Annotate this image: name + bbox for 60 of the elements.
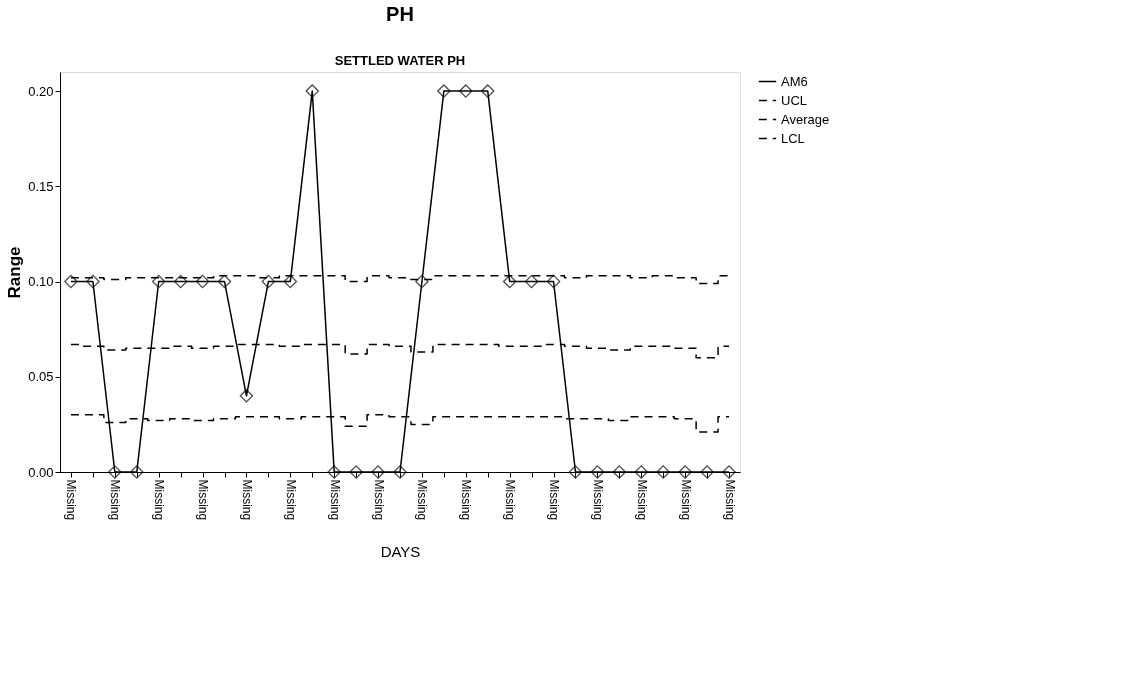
y-tick-label: 0.15 xyxy=(28,178,54,194)
point xyxy=(151,274,166,289)
point xyxy=(415,274,429,289)
point xyxy=(437,84,451,98)
x-tick-label: Missing xyxy=(634,479,649,521)
point xyxy=(239,389,254,403)
point xyxy=(371,465,385,479)
point xyxy=(173,274,188,289)
legend-label: Average xyxy=(781,111,830,127)
x-tick-label: Missing xyxy=(283,479,298,521)
y-tick-label: 0.00 xyxy=(28,464,54,480)
point xyxy=(305,84,320,98)
point xyxy=(568,465,583,479)
x-tick-label: Missing xyxy=(64,479,79,521)
point xyxy=(722,465,736,479)
x-tick-label: Missing xyxy=(678,479,693,521)
point xyxy=(700,465,714,479)
point xyxy=(195,274,210,289)
point xyxy=(678,465,692,479)
y-axis-title: Range xyxy=(5,246,25,299)
point xyxy=(480,84,495,98)
x-tick-label: Missing xyxy=(415,479,430,521)
point xyxy=(546,274,561,289)
point xyxy=(327,465,341,479)
x-tick-label: Missing xyxy=(327,479,342,521)
point xyxy=(612,465,627,479)
point xyxy=(64,274,78,289)
legend-label: LCL xyxy=(781,130,805,146)
x-tick-label: Missing xyxy=(239,479,254,521)
point xyxy=(108,465,122,479)
x-tick-label: Missing xyxy=(371,479,386,521)
point xyxy=(261,274,276,289)
x-tick-label: Missing xyxy=(503,479,518,521)
point xyxy=(590,465,605,479)
point xyxy=(459,84,473,98)
y-tick-label: 0.20 xyxy=(28,83,54,99)
x-tick-label: Missing xyxy=(547,479,562,521)
legend-label: UCL xyxy=(781,92,808,108)
y-tick-label: 0.10 xyxy=(28,274,54,290)
chart-subtitle: SETTLED WATER PH xyxy=(334,53,466,68)
point xyxy=(502,274,517,289)
point xyxy=(656,465,670,479)
chart-title: PH xyxy=(386,3,414,25)
point xyxy=(86,274,100,289)
point xyxy=(130,465,144,479)
x-tick-label: Missing xyxy=(459,479,474,521)
point xyxy=(349,465,363,479)
point xyxy=(634,465,649,479)
point xyxy=(524,274,539,289)
x-tick-label: Missing xyxy=(196,479,211,521)
point xyxy=(393,465,407,479)
point xyxy=(283,274,298,289)
x-axis-title: DAYS xyxy=(380,543,421,561)
x-tick-label: Missing xyxy=(722,479,737,521)
legend-label: AM6 xyxy=(781,73,808,89)
x-tick-label: Missing xyxy=(590,479,605,521)
x-tick-label: Missing xyxy=(108,479,123,521)
point xyxy=(217,274,232,289)
y-tick-label: 0.05 xyxy=(28,369,54,385)
x-tick-label: Missing xyxy=(152,479,167,521)
